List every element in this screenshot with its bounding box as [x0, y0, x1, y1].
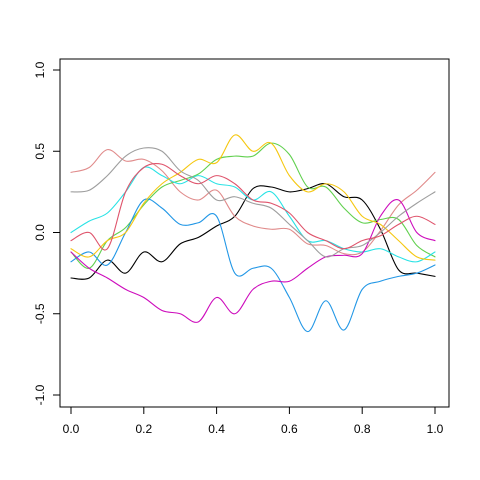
x-tick-label: 0.8 [354, 422, 371, 436]
series-line-2 [70, 149, 436, 256]
y-tick-label: 0.5 [33, 143, 47, 160]
x-tick-label: 0.6 [281, 422, 298, 436]
x-tick-label: 0.4 [208, 422, 225, 436]
series-line-5 [70, 166, 436, 263]
x-axis: 0.0 0.2 0.4 0.6 0.8 1.0 [63, 406, 444, 436]
y-tick-label: 1.0 [33, 61, 47, 78]
x-tick-label: 0.2 [135, 422, 152, 436]
y-tick-label: -0.5 [33, 303, 47, 324]
series-line-1 [70, 182, 436, 280]
y-axis: -1.0 -0.5 0.0 0.5 1.0 [33, 61, 61, 405]
x-tick-label: 0.0 [63, 422, 80, 436]
y-tick-label: 0.0 [33, 224, 47, 241]
series-line-4 [70, 198, 436, 333]
series-line-9 [70, 162, 436, 251]
x-tick-label: 1.0 [427, 422, 444, 436]
series-line-8 [70, 147, 436, 258]
series-line-3 [70, 142, 436, 269]
series-line-6 [70, 199, 436, 323]
series-line-7 [70, 134, 436, 261]
series-layer [70, 134, 436, 333]
y-tick-label: -1.0 [33, 384, 47, 405]
